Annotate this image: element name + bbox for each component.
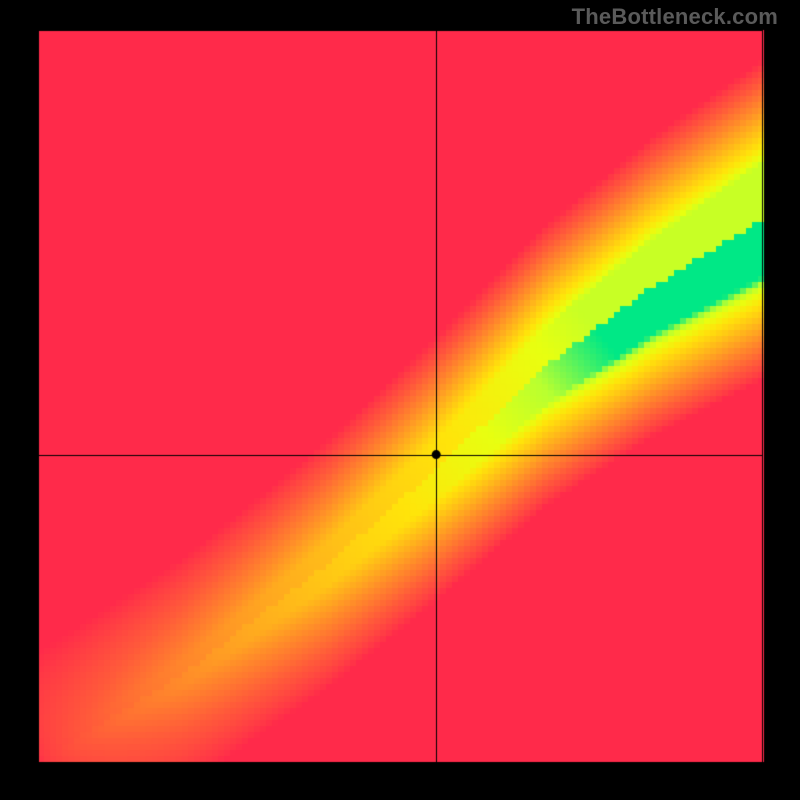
watermark-text: TheBottleneck.com <box>572 4 778 30</box>
bottleneck-heatmap <box>0 0 800 800</box>
